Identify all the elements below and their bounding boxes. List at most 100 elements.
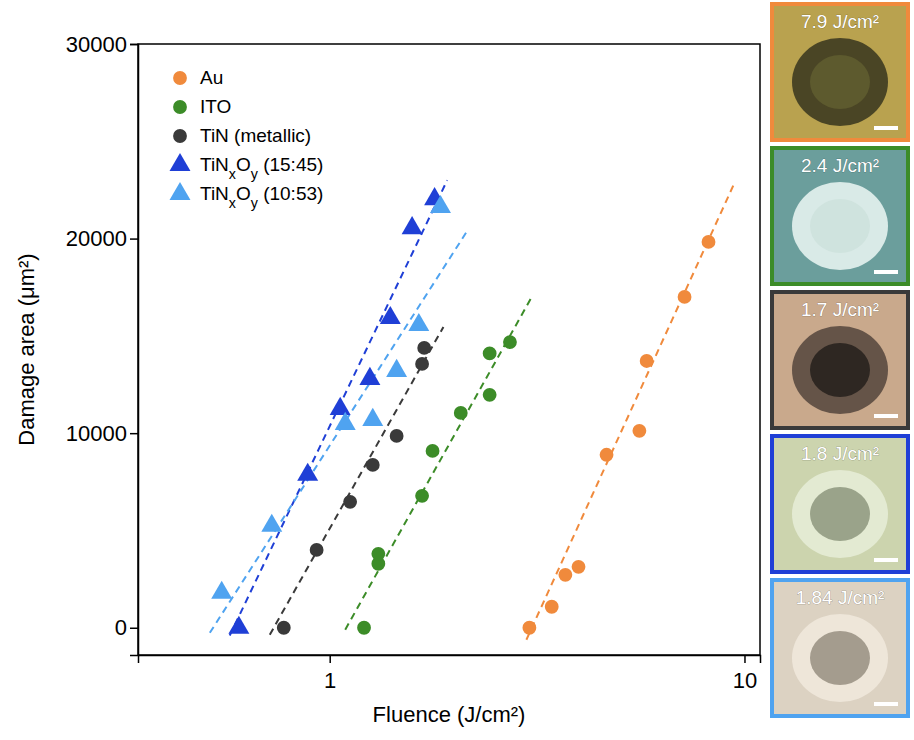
scale-bar bbox=[874, 558, 898, 562]
inset-panel: 1.8 J/cm² bbox=[772, 436, 908, 572]
inset-label: 2.4 J/cm² bbox=[801, 155, 879, 176]
x-tick-mark bbox=[329, 655, 331, 663]
inset-panel: 7.9 J/cm² bbox=[772, 4, 908, 140]
x-axis: 1 10 bbox=[139, 655, 761, 693]
y-tick-label: 20000 bbox=[66, 226, 127, 251]
x-axis-line bbox=[139, 656, 761, 664]
scale-bar bbox=[874, 702, 898, 706]
y-tick: 30000 bbox=[66, 32, 138, 57]
data-point bbox=[545, 600, 559, 614]
chart: 1 10 0 10000 20000 30000 Fluence (J/cm²) Damage… bbox=[0, 0, 914, 740]
damage-spot-outer bbox=[792, 326, 888, 414]
y-axis-title: Damage area (μm²) bbox=[14, 253, 39, 445]
data-point bbox=[380, 306, 401, 324]
y-tick-mark bbox=[130, 238, 138, 240]
y-tick-mark bbox=[130, 44, 138, 46]
data-point bbox=[408, 313, 429, 331]
data-point bbox=[362, 408, 383, 426]
data-point bbox=[522, 621, 536, 635]
fit-line bbox=[345, 297, 532, 630]
damage-spot-inner bbox=[810, 55, 870, 109]
data-point bbox=[640, 354, 654, 368]
data-point bbox=[483, 388, 497, 402]
data-point bbox=[503, 335, 517, 349]
legend-label: TiNxOy (15:45) bbox=[200, 154, 323, 182]
data-point bbox=[297, 463, 318, 481]
data-point bbox=[415, 357, 429, 371]
inset-label: 7.9 J/cm² bbox=[801, 11, 879, 32]
x-tick: 1 bbox=[324, 655, 336, 693]
data-point bbox=[454, 406, 468, 420]
data-point bbox=[678, 290, 692, 304]
legend-marker bbox=[170, 153, 191, 171]
fit-line bbox=[526, 183, 734, 640]
scale-bar bbox=[874, 270, 898, 274]
data-point bbox=[371, 547, 385, 561]
plot-marks bbox=[210, 180, 735, 640]
data-point bbox=[600, 448, 614, 462]
data-point bbox=[632, 424, 646, 438]
data-point bbox=[310, 543, 324, 557]
y-tick-mark bbox=[130, 433, 138, 435]
legend-label: ITO bbox=[200, 96, 231, 117]
data-point bbox=[417, 341, 431, 355]
y-tick: 0 bbox=[115, 615, 138, 640]
data-point bbox=[430, 195, 451, 213]
x-tick-label: 10 bbox=[733, 668, 757, 693]
fit-line bbox=[270, 327, 444, 635]
data-point bbox=[386, 359, 407, 377]
legend-marker bbox=[173, 100, 187, 114]
y-axis: 0 10000 20000 30000 bbox=[66, 32, 139, 656]
data-point bbox=[211, 581, 232, 599]
legend: AuITOTiN (metallic)TiNxOy (15:45)TiNxOy … bbox=[170, 67, 324, 211]
data-point bbox=[335, 412, 356, 430]
inset-label: 1.7 J/cm² bbox=[801, 299, 879, 320]
data-point bbox=[390, 429, 404, 443]
legend-label: TiN (metallic) bbox=[200, 125, 311, 146]
damage-spot-outer bbox=[792, 614, 888, 702]
legend-marker bbox=[173, 71, 187, 85]
legend-marker bbox=[170, 182, 191, 200]
scale-bar bbox=[874, 126, 898, 130]
data-point bbox=[402, 216, 423, 234]
y-axis-line bbox=[130, 45, 139, 656]
data-point bbox=[366, 458, 380, 472]
legend-label: Au bbox=[200, 67, 223, 88]
damage-spot-outer bbox=[792, 182, 888, 270]
data-point bbox=[277, 621, 291, 635]
inset-panel: 1.84 J/cm² bbox=[772, 580, 908, 716]
fit-line bbox=[230, 180, 448, 635]
y-tick-label: 30000 bbox=[66, 32, 127, 57]
scale-bar bbox=[874, 414, 898, 418]
inset-frame bbox=[772, 436, 908, 572]
x-tick: 10 bbox=[733, 655, 757, 693]
data-point bbox=[359, 367, 380, 385]
inset-frame bbox=[772, 292, 908, 428]
data-point bbox=[572, 560, 586, 574]
inset-panel: 2.4 J/cm² bbox=[772, 148, 908, 284]
y-tick: 10000 bbox=[66, 421, 138, 446]
data-point bbox=[426, 444, 440, 458]
fit-line bbox=[210, 229, 469, 633]
data-point bbox=[357, 621, 371, 635]
data-point bbox=[330, 397, 351, 415]
data-point bbox=[483, 346, 497, 360]
inset-frame bbox=[772, 580, 908, 716]
damage-spot-inner bbox=[810, 487, 870, 541]
inset-label: 1.8 J/cm² bbox=[801, 443, 879, 464]
damage-spot-outer bbox=[792, 470, 888, 558]
damage-spot-inner bbox=[810, 343, 870, 397]
damage-spot-inner bbox=[810, 631, 870, 685]
x-axis-title: Fluence (J/cm²) bbox=[373, 702, 526, 727]
data-point bbox=[228, 616, 249, 634]
inset-panel: 1.7 J/cm² bbox=[772, 292, 908, 428]
y-tick-label: 10000 bbox=[66, 421, 127, 446]
data-point bbox=[415, 489, 429, 503]
data-point bbox=[261, 514, 282, 532]
data-point bbox=[558, 568, 572, 582]
y-tick-mark bbox=[130, 628, 138, 630]
x-tick-label: 1 bbox=[324, 668, 336, 693]
damage-spot-inner bbox=[810, 199, 870, 253]
damage-spot-outer bbox=[792, 38, 888, 126]
data-point bbox=[702, 235, 716, 249]
